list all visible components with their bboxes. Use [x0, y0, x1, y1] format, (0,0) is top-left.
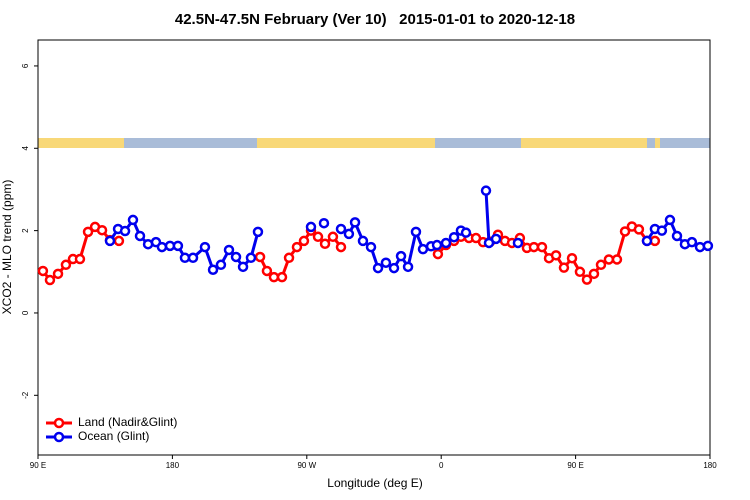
point: [395, 250, 407, 262]
point: [656, 225, 668, 236]
point: [223, 244, 235, 256]
point: [119, 225, 131, 237]
point: [357, 235, 369, 247]
point: [380, 257, 392, 268]
point: [187, 252, 199, 264]
point: [276, 271, 288, 283]
point: [254, 251, 266, 263]
point: [611, 254, 623, 265]
point: [134, 230, 146, 242]
point: [245, 252, 257, 264]
point: [199, 241, 211, 253]
x-tick-label: 0: [439, 461, 444, 470]
point: [96, 224, 108, 236]
point: [172, 240, 184, 252]
point: [237, 261, 249, 273]
point: [113, 235, 125, 247]
x-tick-label: 90 E: [30, 461, 46, 470]
point: [440, 237, 452, 249]
point: [558, 262, 570, 273]
point: [603, 254, 615, 265]
point: [179, 252, 191, 264]
x-tick-label: 90 W: [297, 461, 316, 470]
point: [581, 274, 593, 285]
point: [641, 235, 653, 247]
point: [52, 268, 64, 280]
point: [490, 233, 502, 245]
point: [460, 227, 472, 238]
point: [60, 259, 72, 271]
point: [44, 274, 56, 286]
point: [298, 235, 310, 247]
point: [410, 226, 422, 238]
point: [574, 266, 586, 278]
point: [664, 214, 676, 226]
point: [694, 241, 706, 253]
point: [291, 241, 303, 253]
point: [127, 214, 139, 226]
point: [283, 252, 295, 264]
point: [671, 230, 683, 242]
series-line: [108, 190, 709, 272]
legend-marker: [53, 417, 65, 429]
y-tick-label: 0: [21, 310, 30, 315]
point: [252, 226, 264, 238]
point: [480, 185, 492, 196]
x-axis-label: Longitude (deg E): [327, 476, 422, 490]
point: [619, 226, 631, 237]
point: [82, 226, 94, 238]
point: [268, 271, 280, 283]
legend-label: Ocean (Glint): [78, 429, 149, 443]
point: [156, 241, 168, 253]
point: [633, 224, 645, 235]
point: [512, 237, 524, 249]
point: [343, 228, 355, 240]
point: [215, 259, 227, 271]
point: [319, 238, 331, 250]
legend-marker: [53, 431, 65, 443]
point: [388, 262, 400, 274]
point: [566, 252, 578, 264]
chart-title: 42.5N-47.5N February (Ver 10) 2015-01-01…: [175, 11, 575, 28]
x-tick-label: 180: [166, 461, 180, 470]
y-tick-label: 4: [21, 146, 30, 151]
point: [305, 221, 317, 233]
point: [349, 217, 361, 228]
x-tick-label: 180: [703, 461, 717, 470]
point: [312, 231, 324, 243]
point: [550, 250, 562, 261]
point: [588, 268, 600, 280]
point: [318, 217, 330, 229]
point: [207, 264, 219, 275]
point: [686, 236, 698, 248]
land-ocean-strip: [38, 138, 710, 148]
point: [104, 235, 116, 247]
point: [230, 251, 242, 263]
point: [432, 248, 444, 260]
point: [37, 265, 49, 277]
y-tick-label: 6: [21, 63, 30, 68]
point: [261, 265, 273, 277]
point: [335, 223, 347, 235]
point: [327, 231, 339, 243]
point: [372, 262, 384, 274]
point: [402, 261, 414, 273]
point: [702, 240, 714, 252]
legend-label: Land (Nadir&Glint): [78, 415, 177, 429]
point: [448, 231, 460, 243]
point: [528, 241, 540, 253]
point: [365, 241, 377, 253]
y-tick-label: 2: [21, 228, 30, 233]
point: [417, 243, 429, 255]
point: [536, 241, 548, 253]
point: [595, 259, 607, 271]
y-axis-label: XCO2 - MLO trend (ppm): [0, 180, 14, 315]
point: [74, 253, 86, 265]
point: [431, 239, 443, 251]
y-tick-label: -2: [21, 391, 30, 399]
point: [335, 241, 347, 253]
x-tick-label: 90 E: [567, 461, 583, 470]
